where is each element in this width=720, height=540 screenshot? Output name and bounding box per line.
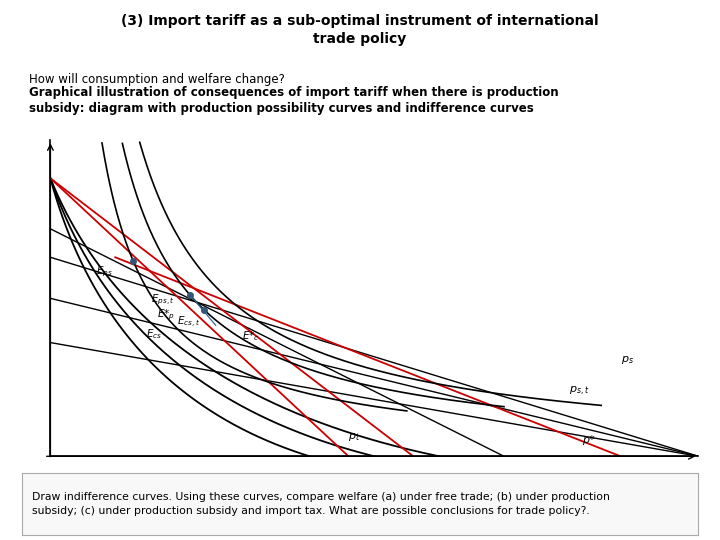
- Text: E$_{cs,t}$: E$_{cs,t}$: [177, 315, 200, 330]
- Text: How will consumption and welfare change?: How will consumption and welfare change?: [29, 73, 284, 86]
- Text: p*: p*: [582, 435, 595, 445]
- Text: E*$_p$: E*$_p$: [157, 308, 176, 322]
- Text: p$_s$: p$_s$: [621, 354, 634, 366]
- Text: E$_{ps}$: E$_{ps}$: [96, 265, 112, 280]
- Text: Draw indifference curves. Using these curves, compare welfare (a) under free tra: Draw indifference curves. Using these cu…: [32, 491, 610, 516]
- Text: E$_{ps,t}$: E$_{ps,t}$: [151, 293, 175, 307]
- Text: (3) Import tariff as a sub-optimal instrument of international
trade policy: (3) Import tariff as a sub-optimal instr…: [121, 14, 599, 46]
- Text: E*$_c$: E*$_c$: [242, 329, 259, 343]
- Text: E$_{cs}$: E$_{cs}$: [146, 327, 163, 341]
- Text: p$_{s,t}$: p$_{s,t}$: [569, 385, 590, 398]
- Text: Graphical illustration of consequences of import tariff when there is production: Graphical illustration of consequences o…: [29, 86, 559, 116]
- Text: p$_t$: p$_t$: [348, 431, 361, 443]
